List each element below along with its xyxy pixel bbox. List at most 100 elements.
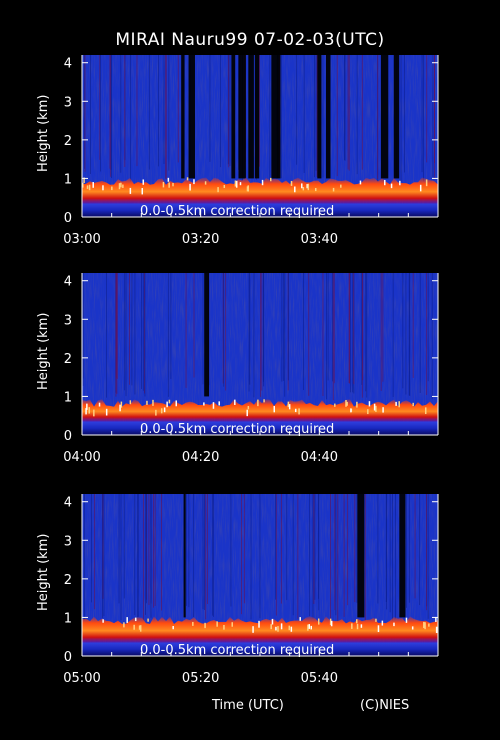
cloud-tip (234, 399, 236, 405)
no-signal-column (231, 55, 236, 179)
cloud-tip (86, 403, 88, 410)
credit-text: (C)NIES (360, 698, 410, 713)
x-tick-label: 03:20 (182, 232, 219, 247)
no-signal-column (238, 55, 246, 179)
cloud-tip (133, 624, 135, 630)
cloud-tip (163, 407, 166, 413)
cloud-tip (123, 622, 125, 628)
cloud-tip (204, 181, 207, 185)
x-tick-label: 03:00 (63, 232, 100, 247)
cloud-tip (424, 407, 427, 415)
no-signal-column (188, 55, 195, 179)
y-tick-label: 0 (64, 211, 72, 226)
cloud-tip (288, 625, 291, 631)
cloud-tip (412, 402, 414, 407)
cloud-tip (172, 626, 174, 630)
cloud-tip (435, 626, 438, 633)
y-tick-label: 4 (64, 275, 72, 290)
cloud-tip (139, 625, 142, 632)
x-tick-label: 05:00 (63, 671, 100, 686)
cloud-tip (346, 401, 348, 406)
cloud-tip (223, 624, 225, 630)
correction-annotation: 0.0-0.5km correction required (140, 643, 334, 658)
boundary-layer (82, 399, 438, 422)
cloud-tip (307, 183, 310, 191)
cloud-tip (345, 399, 347, 407)
y-tick-label: 1 (64, 611, 72, 626)
panel-2: 0 1 2 3 4 04:00 04:20 04:40 0.0-0.5km correction… (63, 273, 439, 465)
cloud-tip (356, 623, 359, 630)
cloud-tip (223, 185, 226, 189)
cloud-tip (308, 624, 311, 629)
cloud-tip (287, 401, 290, 408)
cloud-tip (261, 179, 264, 186)
x-tick-label: 03:40 (301, 232, 338, 247)
cloud-tip (189, 183, 191, 191)
panel-3: 0 1 2 3 4 05:00 05:20 05:40 0.0-0.5km correction… (63, 494, 439, 686)
cloud-tip (375, 405, 377, 412)
cloud-tip (280, 623, 283, 630)
cloud-tip (288, 404, 291, 410)
cloud-tip (120, 182, 122, 188)
y-axis-label: Height (km) (36, 94, 51, 172)
cloud-tip (398, 401, 400, 408)
no-signal-column (183, 494, 186, 618)
y-axis-label: Height (km) (36, 533, 51, 611)
no-signal-column (204, 273, 210, 397)
cloud-tip (351, 623, 353, 629)
cloud-tip (393, 622, 395, 627)
cloud-tip (105, 408, 108, 416)
y-tick-label: 4 (64, 57, 72, 72)
y-tick-label: 2 (64, 573, 72, 588)
cloud-tip (252, 626, 254, 633)
x-tick-label: 05:40 (301, 671, 338, 686)
cloud-tip (204, 622, 206, 629)
cloud-tip (424, 622, 426, 630)
cloud-tip (258, 620, 260, 628)
cloud-tip (375, 618, 377, 622)
cloud-tip (147, 618, 149, 622)
no-signal-column (357, 494, 365, 618)
cloud-tip (88, 184, 91, 191)
cloud-tip (314, 187, 317, 192)
cloud-tip (92, 181, 94, 188)
cloud-tip (425, 179, 428, 187)
cloud-tip (263, 399, 265, 403)
cloud-tip (340, 184, 342, 188)
cloud-tip (162, 181, 165, 188)
cloud-tip (275, 626, 277, 631)
cloud-tip (120, 401, 123, 408)
cloud-tip (231, 622, 233, 627)
cloud-tip (246, 186, 249, 192)
cloud-tip (175, 400, 177, 407)
cloud-tip (332, 187, 335, 192)
cloud-tip (356, 401, 358, 408)
cloud-tip (93, 409, 95, 417)
y-axis-label: Height (km) (36, 312, 51, 390)
y-tick-label: 3 (64, 313, 72, 328)
cloud-tip (216, 621, 218, 627)
cloud-tip (142, 179, 145, 185)
cloud-tip (299, 617, 301, 621)
cloud-tip (399, 180, 401, 186)
no-signal-column (271, 55, 279, 179)
cloud-tip (234, 180, 237, 187)
cloud-tip (373, 403, 376, 411)
cloud-tip (270, 624, 272, 630)
y-tick-label: 0 (64, 650, 72, 665)
no-signal-column (254, 55, 260, 179)
cloud-tip (382, 407, 384, 413)
cloud-tip (172, 182, 174, 187)
cloud-tip (82, 182, 84, 188)
cloud-tip (390, 183, 393, 189)
cloud-tip (155, 409, 157, 416)
cloud-tip (129, 400, 132, 405)
cloud-tip (298, 408, 300, 415)
boundary-layer (82, 177, 438, 204)
y-tick-label: 3 (64, 95, 72, 110)
y-tick-label: 2 (64, 134, 72, 149)
no-signal-column (393, 55, 400, 179)
cloud-tip (146, 400, 148, 405)
no-signal-column (277, 55, 281, 179)
y-tick-label: 1 (64, 172, 72, 187)
